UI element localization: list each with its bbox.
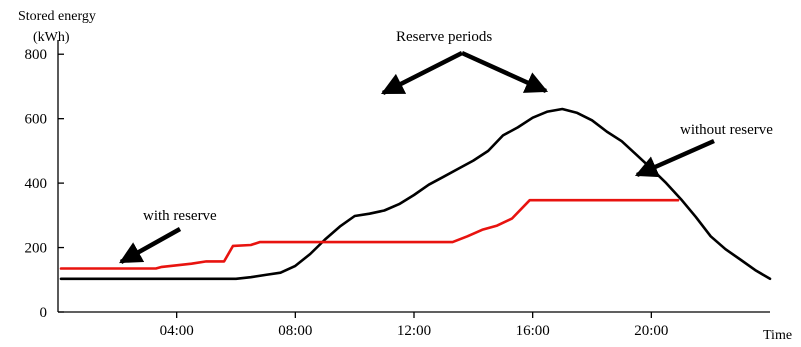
x-ticks: 04:00 08:00 12:00 16:00 20:00 xyxy=(160,312,668,339)
y-tick-label: 800 xyxy=(25,47,48,63)
y-axis-title-line2: (kWh) xyxy=(33,30,70,45)
annotation-reserve-periods: Reserve periods xyxy=(396,29,492,45)
y-axis-title-line1: Stored energy xyxy=(18,9,96,24)
without-reserve-arrow xyxy=(634,138,715,178)
annotation-without-reserve: without reserve xyxy=(680,122,773,138)
x-axis-title: Time xyxy=(763,328,792,343)
with-reserve-arrow xyxy=(119,227,182,264)
reserve-periods-arrow-right xyxy=(461,50,549,94)
x-tick-label: 16:00 xyxy=(516,323,550,339)
series-line-with-reserve xyxy=(59,198,680,270)
y-tick-label: 400 xyxy=(25,176,48,192)
x-tick-label: 12:00 xyxy=(397,323,431,339)
reserve-periods-arrow-left xyxy=(380,50,464,96)
y-tick-label: 0 xyxy=(40,305,48,321)
annotation-with-reserve: with reserve xyxy=(143,208,217,224)
series-group xyxy=(59,107,772,281)
x-tick-label: 04:00 xyxy=(160,323,194,339)
x-tick-label: 08:00 xyxy=(278,323,312,339)
x-tick-label: 20:00 xyxy=(634,323,668,339)
y-ticks: 0 200 400 600 800 xyxy=(25,47,64,321)
y-tick-label: 200 xyxy=(25,241,48,257)
y-tick-label: 600 xyxy=(25,112,48,128)
reserve-periods-arrows xyxy=(380,50,549,96)
series-line-without-reserve xyxy=(59,107,772,281)
